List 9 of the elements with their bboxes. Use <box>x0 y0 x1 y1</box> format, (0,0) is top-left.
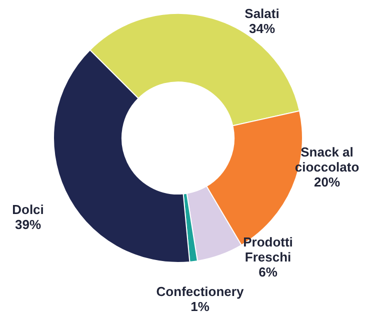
data-label: 1% <box>190 299 210 314</box>
data-label: 34% <box>248 21 276 36</box>
data-label: 20% <box>314 174 340 190</box>
data-label: 6% <box>258 264 278 280</box>
slice-label: Salati <box>244 6 280 22</box>
slice-label: Dolci <box>12 202 44 218</box>
slice-label: Prodotti Freschi <box>243 234 293 265</box>
slice-label: Confectionery <box>156 284 244 300</box>
data-label: 39% <box>14 217 42 232</box>
